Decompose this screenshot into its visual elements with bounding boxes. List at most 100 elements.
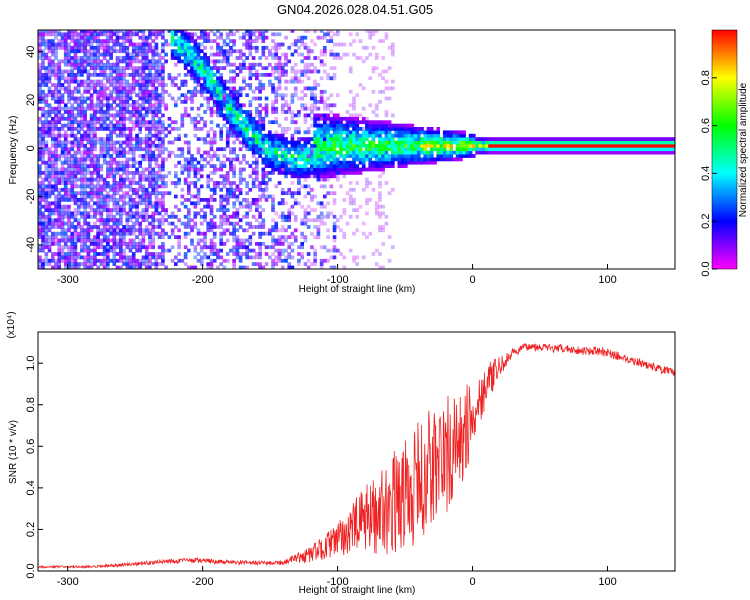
- spectrogram-cell: [426, 127, 431, 131]
- spectrogram-cell: [284, 235, 288, 239]
- spectrogram-cell: [310, 143, 314, 148]
- spectrogram-cell: [442, 147, 447, 152]
- spectrogram-cell: [63, 86, 68, 91]
- spectrogram-cell: [287, 79, 292, 84]
- spectrogram-cell: [119, 181, 123, 185]
- spectrogram-cell: [109, 49, 113, 54]
- spectrogram-cell: [387, 133, 392, 138]
- spectrogram-cell: [206, 35, 211, 40]
- spectrogram-cell: [125, 164, 130, 168]
- spectrogram-cell: [225, 194, 230, 199]
- spectrogram-cell: [323, 106, 327, 111]
- spectrogram-cell: [381, 143, 385, 148]
- spectrogram-cell: [41, 76, 45, 81]
- spectrogram-cell: [73, 201, 78, 206]
- spectrogram-cell: [290, 52, 295, 57]
- spectrogram-cell: [378, 228, 382, 233]
- spectrogram-cell: [96, 56, 100, 60]
- spectrogram-cell: [161, 76, 165, 81]
- spectrogram-cell: [106, 228, 110, 233]
- spectrogram-cell: [345, 147, 350, 152]
- spectrogram-cell: [216, 93, 220, 98]
- spectrogram-cell: [119, 93, 123, 98]
- spectrogram-cell: [93, 187, 97, 192]
- spectrogram-cell: [446, 154, 450, 158]
- spectrogram-cell: [212, 258, 217, 263]
- spectrogram-cell: [73, 116, 78, 121]
- spectrogram-cell: [51, 171, 55, 175]
- spectrogram-cell: [109, 147, 113, 152]
- spectrogram-cell: [342, 160, 347, 165]
- spectrogram-cell: [41, 42, 45, 47]
- spectrogram-cell: [161, 130, 165, 135]
- spectrogram-cell: [306, 157, 311, 162]
- spectrogram-cell: [60, 35, 65, 40]
- spectrogram-cell: [51, 73, 55, 77]
- spectrogram-cell: [355, 228, 360, 233]
- spectrogram-cell: [131, 262, 136, 266]
- spectrogram-cell: [73, 56, 78, 60]
- spectrogram-cell: [164, 157, 168, 162]
- spectrogram-cell: [264, 137, 269, 141]
- spectrogram-cell: [238, 113, 243, 118]
- spectrogram-cell: [404, 147, 408, 152]
- spectrogram-cell: [219, 167, 224, 172]
- spectrogram-cell: [190, 228, 194, 233]
- spectrogram-cell: [206, 225, 211, 229]
- spectrogram-cell: [287, 59, 292, 64]
- spectrogram-cell: [436, 157, 441, 162]
- spectrogram-cell: [336, 174, 340, 179]
- spectrogram-cell: [38, 231, 42, 236]
- spectrogram-cell: [274, 137, 279, 141]
- spectrogram-cell: [112, 127, 117, 131]
- spectrogram-cell: [206, 154, 211, 158]
- spectrogram-cell: [57, 248, 62, 253]
- spectrogram-cell: [128, 208, 133, 212]
- spectrogram-cell: [413, 140, 418, 145]
- spectrogram-cell: [54, 83, 58, 87]
- spectrogram-cell: [183, 45, 188, 50]
- spectrogram-cell: [332, 167, 337, 172]
- spectrogram-cell: [164, 231, 168, 236]
- spectrogram-cell: [193, 93, 198, 98]
- spectrogram-cell: [339, 214, 343, 219]
- spectrogram-cell: [274, 167, 279, 172]
- spectrogram-cell: [397, 140, 402, 145]
- spectrogram-cell: [125, 255, 130, 260]
- spectrogram-cell: [274, 147, 279, 152]
- spectrogram-cell: [222, 116, 227, 121]
- spectrogram-cell: [112, 83, 117, 87]
- spectrogram-cell: [238, 110, 243, 114]
- spectrogram-cell: [391, 157, 395, 162]
- spectrogram-cell: [106, 116, 110, 121]
- spectrogram-cell: [106, 113, 110, 118]
- spectrogram-cell: [206, 255, 211, 260]
- spectrogram-cell: [326, 164, 330, 168]
- spectrogram-cell: [268, 231, 272, 236]
- spectrogram-cell: [261, 143, 266, 148]
- spectrogram-cell: [358, 160, 363, 165]
- spectrogram-cell: [326, 120, 330, 125]
- spectrogram-cell: [164, 52, 168, 57]
- spectrogram-cell: [342, 164, 347, 168]
- spectrogram-cell: [63, 45, 68, 50]
- spectrogram-cell: [336, 123, 340, 128]
- spectrogram-cell: [161, 258, 165, 263]
- spectrogram-cell: [196, 79, 201, 84]
- spectrogram-cell: [472, 143, 476, 148]
- spectrogram-cell: [271, 160, 275, 165]
- spectrogram-cell: [336, 137, 340, 141]
- spectrogram-cell: [119, 140, 123, 145]
- spectrogram-cell: [164, 184, 168, 189]
- spectrogram-cell: [109, 248, 113, 253]
- spectrogram-cell: [125, 228, 130, 233]
- spectrogram-cell: [261, 174, 266, 179]
- spectrogram-cell: [206, 181, 211, 185]
- spectrogram-cell: [199, 42, 204, 47]
- spectrogram-cell: [60, 140, 65, 145]
- spectrogram-cell: [255, 137, 259, 141]
- spectrogram-cell: [128, 103, 133, 108]
- spectrogram-cell: [371, 45, 376, 50]
- spectrogram-cell: [391, 160, 395, 165]
- spectrogram-cell: [128, 211, 133, 216]
